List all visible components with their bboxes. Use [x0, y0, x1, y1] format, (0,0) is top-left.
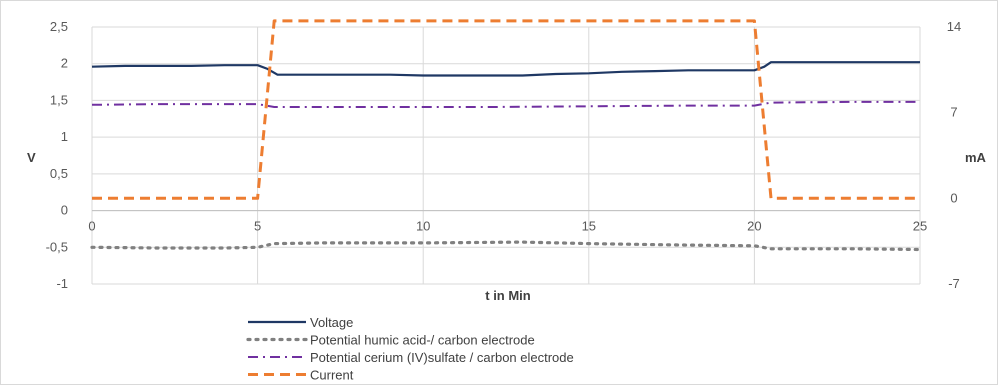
y-right-tick-label: 14	[947, 19, 961, 34]
legend-label: Current	[310, 368, 354, 383]
y-left-tick-label: 1	[61, 129, 68, 144]
y-right-axis-title: mA	[965, 150, 987, 165]
y-left-tick-label: 0,5	[50, 166, 68, 181]
y-left-tick-label: -1	[56, 276, 68, 291]
x-axis-title: t in Min	[485, 288, 531, 303]
x-tick-label: 20	[747, 219, 761, 234]
y-right-tick-label: 0	[950, 190, 957, 205]
series-lines	[90, 19, 922, 252]
legend: Voltage Potential humic acid-/ carbon ele…	[246, 315, 574, 383]
y-left-tick-label: -0,5	[46, 239, 68, 254]
legend-label: Potential cerium (IV)sulfate / carbon el…	[310, 350, 574, 365]
x-tick-label: 10	[416, 219, 430, 234]
series-line-4	[92, 19, 920, 200]
x-tick-label: 0	[88, 219, 95, 234]
y-right-tick-label: -7	[948, 276, 960, 291]
legend-label: Potential humic acid-/ carbon electrode	[310, 333, 535, 348]
y-left-axis-title: V	[27, 150, 36, 165]
y-left-tick-label: 1,5	[50, 92, 68, 107]
series-line-3	[91, 100, 920, 108]
legend-label: Voltage	[310, 315, 353, 330]
y-right-tick-label: 7	[950, 105, 957, 120]
x-tick-label: 25	[913, 219, 927, 234]
series-line-1	[91, 61, 920, 77]
series-line-2	[90, 240, 922, 252]
tick-labels: 2,5 2 1,5 1 0,5 0 -0,5 -1 14 7 0 -7 0 5 10 15 20 25	[46, 19, 962, 291]
x-tick-label: 15	[582, 219, 596, 234]
y-left-tick-label: 0	[61, 203, 68, 218]
x-tick-label: 5	[254, 219, 261, 234]
y-left-tick-label: 2,5	[50, 19, 68, 34]
y-left-tick-label: 2	[61, 56, 68, 71]
